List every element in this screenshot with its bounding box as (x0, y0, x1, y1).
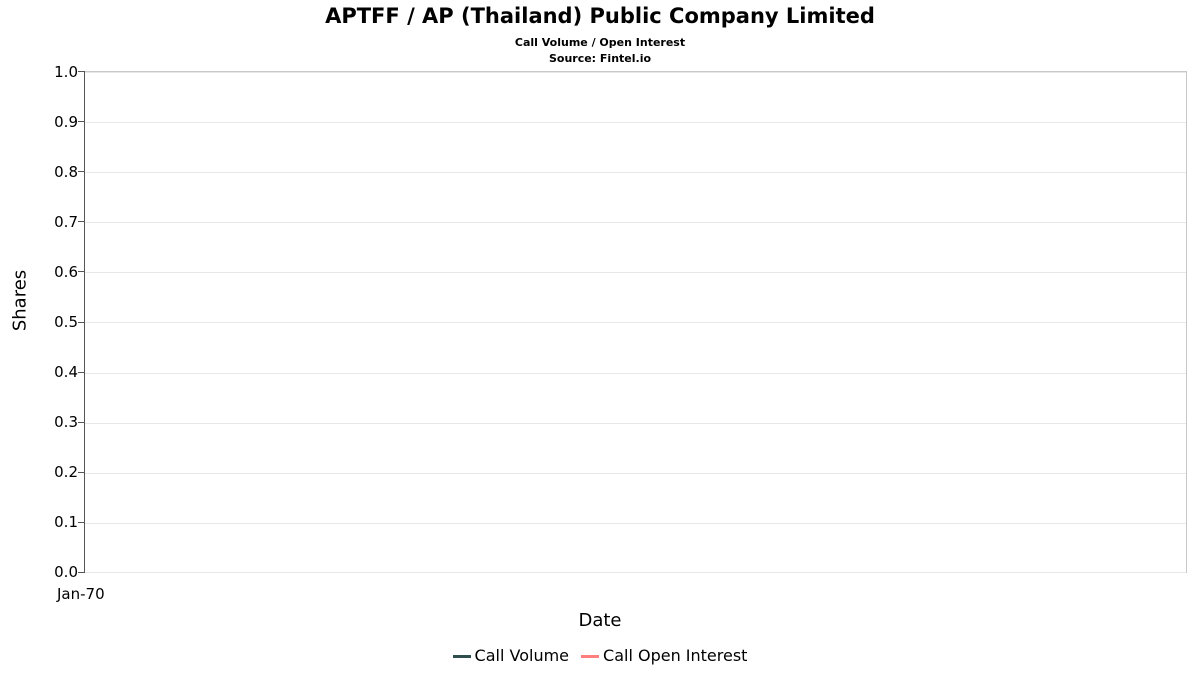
y-tick-label: 0.9 (54, 113, 78, 131)
y-tick-mark (78, 522, 84, 523)
gridline (85, 473, 1186, 474)
y-tick-label: 0.0 (54, 563, 78, 581)
y-tick-label: 0.6 (54, 263, 78, 281)
legend-item-call-open-interest[interactable]: Call Open Interest (581, 648, 747, 664)
y-tick-mark (78, 322, 84, 323)
y-tick-mark (78, 572, 84, 573)
y-tick-mark (78, 372, 84, 373)
gridline (85, 222, 1186, 223)
y-axis-label: Shares (9, 269, 31, 332)
gridline (85, 572, 1186, 573)
y-tick-mark (78, 71, 84, 72)
y-tick-label: 0.4 (54, 363, 78, 381)
chart-legend: Call Volume Call Open Interest (0, 648, 1200, 664)
gridline (85, 322, 1186, 323)
legend-swatch-icon (581, 654, 600, 658)
y-axis-line (84, 71, 85, 573)
chart-subtitle: Call Volume / Open Interest (514, 36, 686, 49)
y-tick-mark (78, 271, 84, 272)
y-tick-label: 0.2 (54, 463, 78, 481)
gridline (85, 172, 1186, 173)
y-tick-mark (78, 472, 84, 473)
y-tick-label: 0.1 (54, 513, 78, 531)
y-tick-label: 0.7 (54, 213, 78, 231)
gridline (85, 373, 1186, 374)
gridline (85, 523, 1186, 524)
legend-item-call-volume[interactable]: Call Volume (452, 646, 570, 665)
legend-label: Call Open Interest (603, 646, 748, 665)
x-axis-label: Date (578, 610, 622, 631)
plot-area (84, 71, 1187, 573)
legend-label: Call Volume (474, 646, 570, 665)
y-tick-label: 0.3 (54, 413, 78, 431)
gridline (85, 72, 1186, 73)
legend-swatch-icon (452, 654, 471, 658)
y-tick-label: 0.5 (54, 313, 78, 331)
chart-source: Source: Fintel.io (548, 52, 652, 65)
gridline (85, 122, 1186, 123)
y-tick-mark (78, 221, 84, 222)
y-axis-ticks: 0.0 0.1 0.2 0.3 0.4 0.5 0.6 0.7 0.8 0.9 … (0, 0, 78, 675)
gridline (85, 272, 1186, 273)
chart-title: APTFF / AP (Thailand) Public Company Lim… (325, 4, 875, 28)
gridline (85, 423, 1186, 424)
y-tick-mark (78, 422, 84, 423)
y-tick-mark (78, 171, 84, 172)
y-tick-mark (78, 121, 84, 122)
y-tick-label: 0.8 (54, 163, 78, 181)
y-tick-label: 1.0 (54, 63, 78, 81)
x-tick-label: Jan-70 (57, 585, 105, 603)
